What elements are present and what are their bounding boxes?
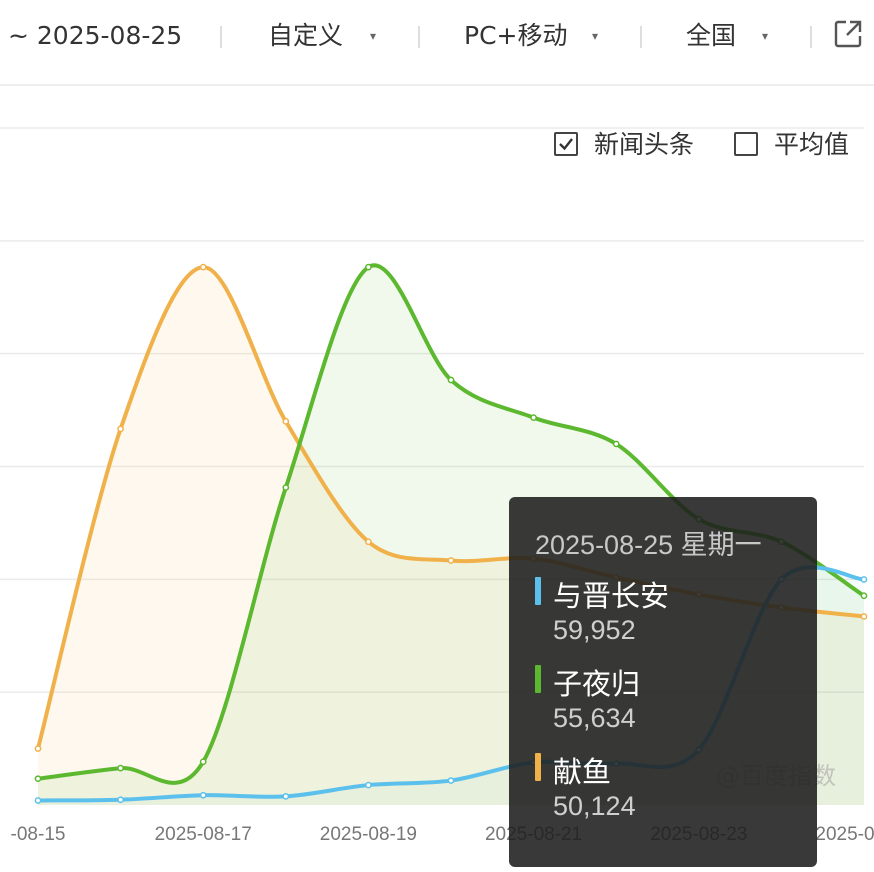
chart-legend: 新闻头条 平均值	[554, 128, 864, 164]
data-point	[199, 263, 207, 271]
data-point	[860, 576, 868, 583]
chevron-down-icon[interactable]: ▾	[370, 29, 377, 43]
custom-range-select[interactable]: 自定义	[268, 21, 344, 50]
average-checkbox[interactable]	[734, 132, 758, 156]
external-link-icon[interactable]	[832, 18, 864, 50]
average-toggle-label[interactable]: 平均值	[774, 130, 850, 159]
tooltip-series-value: 59,952	[553, 615, 636, 645]
date-range-end[interactable]: ~ 2025-08-25	[8, 21, 183, 50]
chevron-down-icon[interactable]: ▾	[592, 29, 599, 43]
data-point	[365, 263, 372, 271]
toolbar-divider	[640, 26, 642, 48]
data-point	[117, 796, 124, 804]
toolbar-divider	[810, 26, 812, 48]
device-select[interactable]: PC+移动	[464, 21, 568, 50]
data-point	[117, 425, 124, 433]
tooltip-series-name: 献鱼	[553, 755, 612, 789]
data-point	[282, 484, 290, 491]
data-point	[34, 797, 42, 804]
data-point	[34, 745, 42, 752]
tooltip-date: 2025-08-25 星期一	[535, 530, 762, 560]
tooltip-series-name: 与晋长安	[553, 579, 670, 613]
region-select[interactable]: 全国	[686, 21, 737, 50]
data-point	[117, 764, 124, 772]
checkmark-icon	[559, 138, 573, 151]
news-checkbox[interactable]	[554, 132, 578, 156]
data-point	[199, 758, 207, 766]
chevron-down-icon[interactable]: ▾	[762, 29, 769, 43]
series-color-marker	[535, 577, 541, 605]
data-point	[282, 792, 290, 800]
toolbar-divider	[220, 26, 222, 48]
data-point	[530, 414, 537, 421]
data-point	[860, 613, 868, 620]
x-tick-label: 2025-08-19	[320, 824, 417, 845]
data-point	[365, 538, 372, 546]
data-point	[860, 592, 868, 600]
x-tick-label: 2025-08-17	[155, 824, 252, 845]
tooltip-series-name: 子夜归	[553, 667, 641, 701]
chart-tooltip: 2025-08-25 星期一 与晋长安 59,952 子夜归 55,634 献鱼 50,1…	[509, 497, 817, 867]
x-tick-label: 2025-08-25	[815, 824, 874, 845]
data-point	[365, 781, 372, 789]
data-point	[34, 775, 42, 783]
series-color-marker	[535, 665, 541, 693]
news-toggle-label[interactable]: 新闻头条	[594, 130, 695, 159]
tooltip-series-value: 55,634	[553, 703, 636, 733]
data-point	[447, 777, 455, 784]
data-point	[447, 376, 455, 384]
x-tick-label: -08-15	[11, 824, 66, 845]
toolbar-divider	[418, 26, 420, 48]
data-point	[612, 440, 620, 448]
tooltip-series-value: 50,124	[553, 791, 636, 821]
data-point	[199, 791, 207, 799]
series-color-marker	[535, 753, 541, 781]
data-point	[447, 557, 455, 564]
data-point	[282, 418, 290, 425]
filter-toolbar: ~ 2025-08-25 自定义 ▾ PC+移动 ▾ 全国 ▾	[0, 0, 874, 86]
